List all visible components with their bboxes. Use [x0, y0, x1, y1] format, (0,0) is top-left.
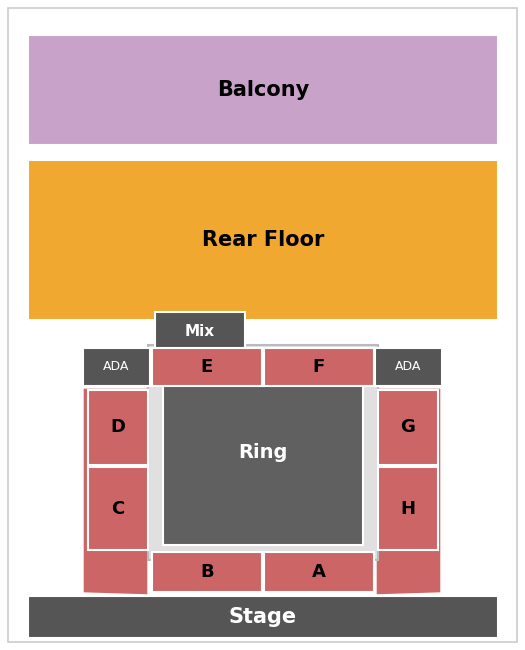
Text: Stage: Stage: [229, 607, 297, 627]
Bar: [378, 390, 438, 465]
Text: C: C: [111, 499, 124, 517]
Text: ADA: ADA: [103, 361, 130, 374]
Bar: [148, 345, 378, 560]
Text: Ring: Ring: [238, 443, 288, 462]
Bar: [152, 552, 262, 592]
Bar: [378, 467, 438, 550]
Text: Mix: Mix: [185, 324, 215, 339]
Bar: [28, 35, 498, 145]
Bar: [83, 348, 150, 386]
Text: D: D: [110, 419, 125, 437]
Bar: [88, 467, 148, 550]
Text: G: G: [401, 419, 415, 437]
Polygon shape: [83, 388, 148, 595]
Text: E: E: [201, 358, 213, 376]
Text: Rear Floor: Rear Floor: [202, 230, 324, 250]
Bar: [28, 160, 498, 320]
Bar: [88, 390, 148, 465]
Text: ADA: ADA: [395, 361, 422, 374]
Text: Balcony: Balcony: [217, 80, 309, 100]
Text: B: B: [200, 563, 214, 581]
Bar: [264, 348, 374, 386]
Polygon shape: [376, 388, 441, 595]
Text: H: H: [401, 499, 415, 517]
Bar: [155, 312, 245, 352]
Bar: [28, 596, 498, 638]
Bar: [375, 348, 442, 386]
Text: F: F: [313, 358, 325, 376]
Text: A: A: [312, 563, 326, 581]
Bar: [264, 552, 374, 592]
Bar: [163, 360, 363, 545]
Bar: [152, 348, 262, 386]
